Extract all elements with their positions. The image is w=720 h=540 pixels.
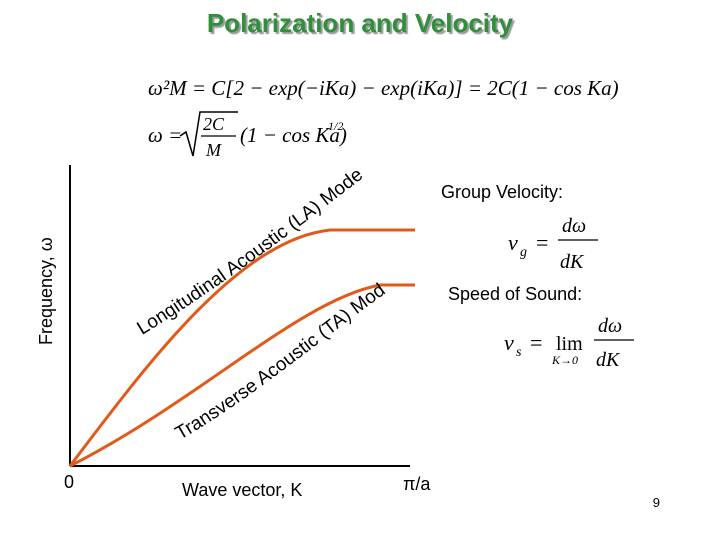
omega-equation: ω = 2C M (1 − cos Ka) 1/2 — [148, 111, 347, 160]
vs-lim: lim — [556, 333, 583, 355]
origin-label: 0 — [64, 472, 74, 492]
x-end-label: π/a — [403, 474, 431, 494]
omega-frac-den: M — [205, 140, 222, 160]
vg-subscript: g — [520, 245, 527, 260]
ta-mode-label: Transverse Acoustic (TA) Mode — [0, 0, 389, 444]
vs-symbol: v — [504, 330, 514, 355]
la-curve — [68, 228, 415, 467]
page-number: 9 — [652, 495, 660, 510]
sqrt-sign — [179, 111, 238, 157]
vs-lim-subscript: K→0 — [551, 353, 578, 367]
vs-subscript: s — [516, 345, 522, 360]
vg-symbol: v — [508, 230, 518, 255]
speed-of-sound-label: Speed of Sound: — [448, 284, 582, 304]
vg-denominator: dK — [560, 251, 585, 273]
group-velocity-equation: v g = dω dK — [508, 215, 598, 273]
omega-equation-rest: (1 − cos Ka) — [240, 123, 347, 147]
speed-of-sound-equation: v s = lim K→0 dω dK — [504, 315, 634, 371]
omega-frac-num: 2C — [203, 114, 225, 134]
x-axis-label: Wave vector, K — [182, 480, 302, 500]
y-axis-label: Frequency, ω — [36, 237, 56, 345]
ta-mode-textpath: Transverse Acoustic (TA) Mode — [0, 0, 389, 444]
vs-numerator: dω — [598, 315, 622, 337]
page-title: Polarization and Velocity — [206, 8, 514, 38]
vg-equals: = — [536, 230, 548, 255]
dispersion-equation-text: ω²M = C[2 − exp(−iKa) − exp(iKa)] = 2C(1… — [148, 76, 619, 100]
vs-equals: = — [530, 330, 542, 355]
omega-exponent: 1/2 — [328, 119, 343, 133]
vs-denominator: dK — [596, 349, 621, 371]
vg-numerator: dω — [562, 215, 586, 237]
dispersion-equation: ω²M = C[2 − exp(−iKa) − exp(iKa)] = 2C(1… — [148, 76, 619, 100]
group-velocity-label: Group Velocity: — [441, 182, 563, 202]
omega-equation-lhs: ω = — [148, 123, 182, 147]
ta-curve — [69, 283, 415, 468]
